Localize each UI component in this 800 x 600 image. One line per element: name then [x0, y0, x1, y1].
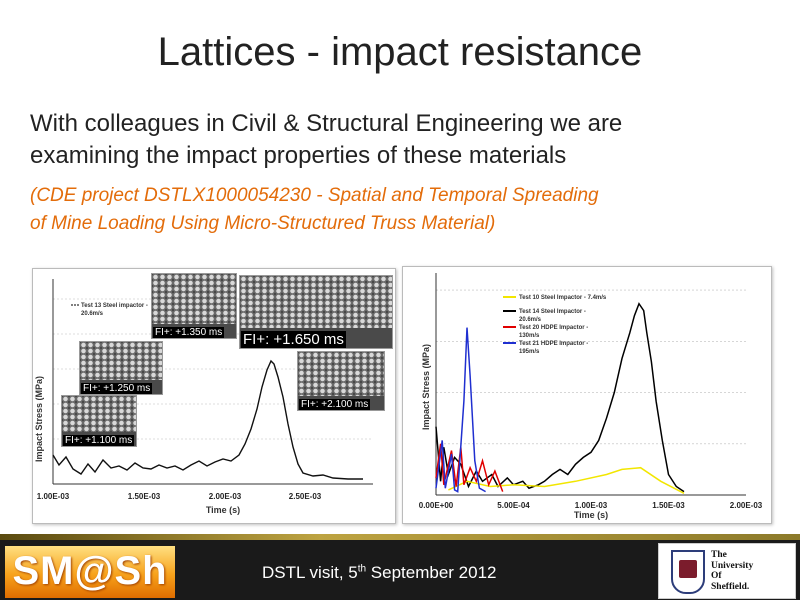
university-name-line: Sheffield.	[711, 581, 750, 592]
university-logo: The University Of Sheffield.	[658, 543, 796, 599]
frame-image-2100: FI+: +2.100 ms	[297, 351, 385, 411]
frame-image-1250: FI+: +1.250 ms	[79, 341, 163, 395]
body-line-1: With colleagues in Civil & Structural En…	[30, 110, 623, 137]
right-xlabel: Time (s)	[574, 510, 608, 520]
x-tick-label: 5.00E-04	[497, 501, 530, 510]
series-line	[435, 443, 504, 492]
footer-event-text: DSTL visit, 5th September 2012	[262, 563, 497, 583]
project-line-1: (CDE project DSTLX1000054230 - Spatial a…	[30, 185, 599, 206]
frame-caption: FI+: +2.100 ms	[299, 399, 371, 410]
frame-caption: FI+: +1.100 ms	[63, 435, 135, 446]
right-chart-panel: Impact Stress (MPa) Time (s) 0.00E+00 5.0…	[402, 266, 772, 524]
left-series-line	[52, 359, 363, 480]
footer-event-sup: th	[357, 563, 367, 575]
crest-icon	[671, 550, 705, 594]
university-name-line: Of	[711, 571, 722, 581]
left-legend-line-1: Test 13 Steel impactor -	[81, 303, 148, 309]
body-text: With colleagues in Civil & Structural En…	[30, 108, 780, 172]
university-name: The University Of Sheffield.	[711, 550, 753, 592]
left-ylabel: Impact Stress (MPa)	[34, 376, 44, 462]
footer-event: DSTL visit, 5	[262, 563, 358, 582]
smash-logo-text: SM@Sh	[12, 549, 168, 593]
left-xlabel: Time (s)	[206, 505, 240, 515]
frame-image-1100: FI+: +1.100 ms	[61, 395, 137, 447]
frame-caption: FI+: +1.650 ms	[241, 331, 346, 348]
left-tick: 1.00E-03	[37, 492, 70, 501]
legend-label: Test 14 Steel Impactor -20.6m/s	[519, 309, 586, 323]
x-tick-label: 1.00E-03	[575, 501, 608, 510]
frame-caption: FI+: +1.250 ms	[81, 383, 153, 394]
x-tick-label: 0.00E+00	[419, 501, 454, 510]
frame-image-1650: FI+: +1.650 ms	[239, 275, 393, 349]
legend-label: Test 20 HDPE Impactor -130m/s	[519, 325, 588, 339]
university-name-line: The	[711, 550, 727, 560]
footer-event-tail: September 2012	[366, 563, 497, 582]
x-tick-label: 1.50E-03	[652, 501, 685, 510]
left-tick: 2.00E-03	[209, 492, 242, 501]
left-tick: 2.50E-03	[289, 492, 322, 501]
series-line	[435, 302, 685, 493]
frame-image-1350: FI+: +1.350 ms	[151, 273, 237, 339]
series-line	[435, 327, 486, 493]
right-chart: Impact Stress (MPa) Time (s) 0.00E+00 5.0…	[419, 273, 763, 520]
x-tick-label: 2.00E-03	[730, 501, 763, 510]
project-reference: (CDE project DSTLX1000054230 - Spatial a…	[30, 182, 790, 238]
left-tick: 1.50E-03	[128, 492, 161, 501]
frame-caption: FI+: +1.350 ms	[153, 327, 225, 338]
slide-title: Lattices - impact resistance	[157, 30, 643, 74]
body-line-2: examining the impact properties of these…	[30, 142, 567, 169]
series-line	[448, 466, 685, 494]
right-ylabel: Impact Stress (MPa)	[421, 344, 431, 430]
legend-label: Test 10 Steel Impactor - 7.4m/s	[519, 295, 607, 301]
legend-label: Test 21 HDPE Impactor -195m/s	[519, 341, 588, 355]
left-chart-panel: Impact Stress (MPa) Time (s) 1.00E-03 1.…	[32, 268, 396, 524]
university-name-line: University	[711, 560, 754, 571]
smash-logo: SM@Sh	[5, 546, 175, 598]
project-line-2: of Mine Loading Using Micro-Structured T…	[30, 213, 496, 234]
left-legend-line-2: 20.6m/s	[81, 311, 104, 317]
